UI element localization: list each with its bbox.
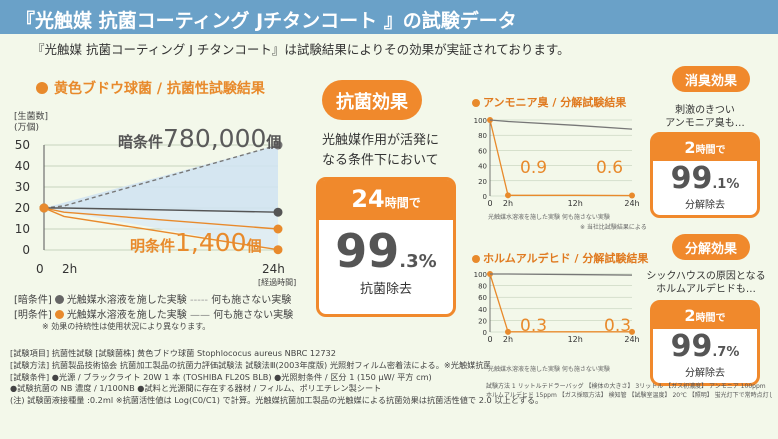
formal-chart-title: ホルムアルデヒド / 分解試験結果 — [472, 250, 648, 266]
formal-2h-label: 0.3 — [520, 316, 548, 336]
formal-chart-svg: 100 80 60 40 20 00 2h 12h 24h — [474, 271, 640, 344]
dot-icon — [54, 295, 64, 304]
main-chart-svg: 50 40 30 20 10 0 — [15, 138, 283, 257]
ammonia-chart-title: アンモニア臭 / 分解試験結果 — [472, 94, 626, 110]
decomp-description: シックハウスの原因となる ホルムアルデヒドも… — [646, 271, 766, 295]
deodor-percent: 99.1% — [670, 161, 740, 196]
data-point — [39, 203, 49, 213]
center-description: 光触媒作用が活発に なる条件下において — [322, 133, 440, 168]
decomp-result-box: 2時間で 99.7% 分解除去 — [650, 300, 760, 386]
x-tick-0: 0 — [36, 262, 44, 276]
deodor-result-label: 分解除去 — [685, 200, 725, 211]
y-tick-label: 0 — [483, 329, 487, 337]
y-tick-label: 0 — [22, 243, 30, 257]
series-line — [43, 144, 279, 209]
series-line — [490, 273, 633, 276]
deodor-time: 2時間で — [653, 135, 757, 161]
result-percent: 99.3% — [335, 224, 437, 278]
y-tick-label: 100 — [474, 117, 487, 125]
x-tick-label: 2h — [503, 199, 513, 208]
legend-note: ※ 効果の持続性は使用状況により異なります。 — [42, 322, 211, 331]
x-tick-label: 12h — [568, 199, 583, 208]
ammonia-note: ※ 当社比試験結果による — [580, 224, 647, 231]
footer-line-2: [試験方法] 抗菌製品技術協会 抗菌加工製品の抗菌力評価試験法 試験法Ⅲ(200… — [10, 359, 490, 370]
antibacterial-result-box: 24時間で 99.3% 抗菌除去 — [316, 177, 456, 317]
deodorizing-badge: 消臭効果 — [672, 66, 750, 92]
ammonia-2h-label: 0.9 — [520, 158, 548, 178]
y-tick-label: 0 — [483, 193, 487, 201]
data-point — [273, 224, 283, 234]
x-tick-2h: 2h — [62, 262, 78, 276]
data-point — [273, 207, 283, 217]
x-tick-label: 2h — [503, 335, 513, 344]
legend-dark-row: [暗条件] 光触媒水溶液を施した実験 ----- 何も施さない実験 — [14, 295, 292, 306]
y-tick-label: 60 — [478, 147, 487, 155]
main-y-axis-label: [生菌数] (万個) — [14, 112, 49, 133]
legend-light-row: [明条件] 光触媒水溶液を施した実験 —— 何も施さない実験 — [14, 310, 294, 321]
y-tick-label: 20 — [478, 178, 487, 186]
data-point — [505, 328, 511, 335]
y-tick-label: 80 — [478, 283, 487, 291]
right-test-notes: 試験方法 1 リットルテドラーバッグ 【検体の大きさ】 3リットル 【ガス初濃度… — [486, 383, 772, 399]
antibacterial-badge: 抗菌効果 — [322, 80, 422, 120]
x-axis-note: [経過時間] — [258, 278, 297, 287]
footer-line-4: ●試験抗菌の NB 濃度 / 1/100NB ●試料と光源間に存在する器材 / … — [10, 383, 382, 394]
decomp-result-label: 分解除去 — [685, 368, 725, 379]
x-tick-24h: 24h — [262, 262, 285, 276]
light-condition-callout: 明条件1,400個 — [130, 228, 262, 257]
y-tick-label: 80 — [478, 132, 487, 140]
decomposition-badge: 分解効果 — [672, 234, 750, 260]
footer-line-5: (注) 試験菌液接種量 :0.2ml ※抗菌活性値は Log(C0/C1) で計… — [10, 395, 544, 406]
footer-line-1: [試験項目] 抗菌性試験 [試験菌株] 黄色ブドウ球菌 Stophlococus… — [10, 348, 336, 358]
data-point — [273, 140, 283, 150]
dot-icon — [54, 310, 64, 319]
series-line — [489, 119, 633, 130]
x-tick-label: 0 — [487, 199, 492, 208]
dark-condition-callout: 暗条件780,000個 — [118, 124, 282, 153]
x-tick-label: 24h — [624, 199, 639, 208]
data-point — [629, 192, 635, 199]
ammonia-24h-label: 0.6 — [596, 158, 624, 178]
orange-dot-icon — [36, 82, 48, 94]
y-tick-label: 10 — [15, 222, 30, 236]
series-line — [43, 207, 279, 230]
y-tick-label: 50 — [15, 138, 30, 152]
result-time: 24時間で — [319, 180, 453, 220]
orange-dot-icon — [472, 99, 480, 107]
series-line — [43, 207, 279, 251]
light-condition-area — [44, 208, 278, 250]
x-tick-label: 12h — [568, 335, 583, 344]
y-tick-label: 40 — [478, 306, 487, 314]
formal-legend: 光触媒水溶液を施した実験 何も施さない実験 — [488, 366, 610, 373]
series-line — [489, 273, 632, 333]
y-tick-label: 40 — [15, 159, 30, 173]
y-tick-label: 40 — [478, 163, 487, 171]
result-label: 抗菌除去 — [359, 282, 412, 297]
page-title: 『光触媒 抗菌コーティング Jチタンコート 』の試験データ — [0, 0, 778, 34]
y-tick-label: 20 — [15, 201, 30, 215]
ammonia-legend: 光触媒水溶液を施した実験 何も施さない実験 — [488, 214, 610, 221]
orange-dot-icon — [472, 255, 480, 263]
y-tick-label: 100 — [474, 271, 487, 279]
deodor-description: 刺激のきつい アンモニア臭も… — [665, 105, 745, 129]
series-line — [44, 207, 279, 213]
deodor-result-box: 2時間で 99.1% 分解除去 — [650, 132, 760, 218]
y-tick-label: 20 — [478, 317, 487, 325]
y-tick-label: 60 — [478, 294, 487, 302]
data-point — [273, 245, 283, 255]
decomp-time: 2時間で — [653, 303, 757, 329]
intro-text: 『光触媒 抗菌コーティング J チタンコート』は試験結果によりその効果が実証され… — [32, 42, 570, 57]
main-chart-title: 黄色ブドウ球菌 / 抗菌性試験結果 — [36, 78, 265, 98]
series-line — [489, 119, 633, 197]
y-tick-label: 30 — [15, 180, 30, 194]
data-point — [505, 192, 511, 199]
formal-24h-label: 0.3 — [604, 316, 632, 336]
data-point — [629, 328, 635, 335]
decomp-percent: 99.7% — [670, 329, 740, 364]
x-tick-label: 24h — [624, 335, 639, 344]
test-conditions-footer: [試験項目] 抗菌性試験 [試験菌株] 黄色ブドウ球菌 Stophlococus… — [10, 348, 768, 407]
x-tick-label: 0 — [487, 335, 492, 344]
footer-line-3: [試験条件] ●光源 / ブラックライト 20W 1 本 (TOSHIBA FL… — [10, 371, 432, 382]
ammonia-chart-svg: 100 80 60 40 20 00 2h 12h 24h — [474, 117, 640, 208]
